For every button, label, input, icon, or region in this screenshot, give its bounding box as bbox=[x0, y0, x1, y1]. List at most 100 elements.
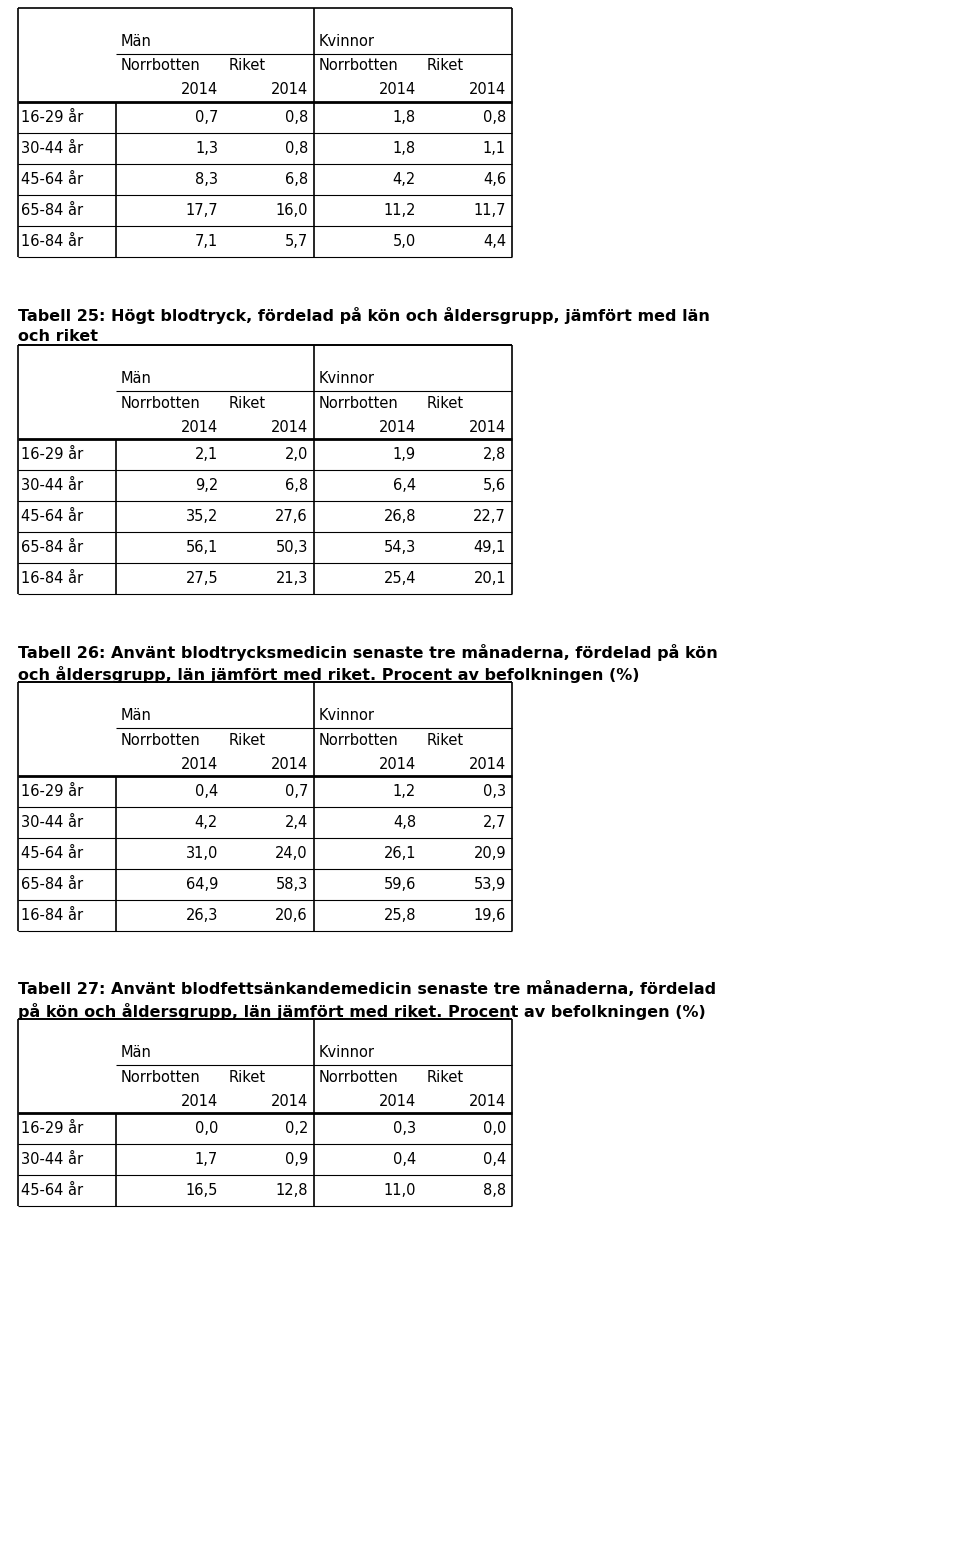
Text: Tabell 26: Använt blodtrycksmedicin senaste tre månaderna, fördelad på kön: Tabell 26: Använt blodtrycksmedicin sena… bbox=[18, 644, 718, 661]
Text: 16,5: 16,5 bbox=[185, 1183, 218, 1198]
Text: 16-29 år: 16-29 år bbox=[21, 1120, 84, 1136]
Text: 0,8: 0,8 bbox=[285, 110, 308, 124]
Text: 9,2: 9,2 bbox=[195, 478, 218, 493]
Text: 2014: 2014 bbox=[379, 82, 416, 98]
Text: 4,6: 4,6 bbox=[483, 173, 506, 187]
Text: 0,0: 0,0 bbox=[195, 1120, 218, 1136]
Text: 27,6: 27,6 bbox=[276, 509, 308, 524]
Text: 11,7: 11,7 bbox=[473, 202, 506, 218]
Text: 16,0: 16,0 bbox=[276, 202, 308, 218]
Text: 1,9: 1,9 bbox=[393, 447, 416, 462]
Text: 6,8: 6,8 bbox=[285, 173, 308, 187]
Text: 16-84 år: 16-84 år bbox=[21, 909, 84, 923]
Text: 21,3: 21,3 bbox=[276, 571, 308, 587]
Text: 2014: 2014 bbox=[468, 82, 506, 98]
Text: 0,0: 0,0 bbox=[483, 1120, 506, 1136]
Text: 2014: 2014 bbox=[468, 420, 506, 434]
Text: Riket: Riket bbox=[427, 733, 464, 747]
Text: 30-44 år: 30-44 år bbox=[21, 142, 84, 156]
Text: 26,3: 26,3 bbox=[185, 909, 218, 923]
Text: 17,7: 17,7 bbox=[185, 202, 218, 218]
Text: 65-84 år: 65-84 år bbox=[21, 202, 84, 218]
Text: 27,5: 27,5 bbox=[185, 571, 218, 587]
Text: Kvinnor: Kvinnor bbox=[319, 34, 375, 48]
Text: 0,3: 0,3 bbox=[393, 1120, 416, 1136]
Text: och åldersgrupp, län jämfört med riket. Procent av befolkningen (%): och åldersgrupp, län jämfört med riket. … bbox=[18, 666, 639, 683]
Text: 24,0: 24,0 bbox=[276, 846, 308, 860]
Text: 16-84 år: 16-84 år bbox=[21, 233, 84, 249]
Text: 0,2: 0,2 bbox=[284, 1120, 308, 1136]
Text: Norrbotten: Norrbotten bbox=[319, 733, 398, 747]
Text: 26,1: 26,1 bbox=[383, 846, 416, 860]
Text: 56,1: 56,1 bbox=[185, 540, 218, 555]
Text: 16-29 år: 16-29 år bbox=[21, 784, 84, 798]
Text: 1,8: 1,8 bbox=[393, 142, 416, 156]
Text: 0,7: 0,7 bbox=[284, 784, 308, 798]
Text: 8,8: 8,8 bbox=[483, 1183, 506, 1198]
Text: 2014: 2014 bbox=[468, 1094, 506, 1108]
Text: 2014: 2014 bbox=[379, 756, 416, 772]
Text: 2,1: 2,1 bbox=[195, 447, 218, 462]
Text: Riket: Riket bbox=[427, 395, 464, 411]
Text: 26,8: 26,8 bbox=[383, 509, 416, 524]
Text: 2014: 2014 bbox=[379, 1094, 416, 1108]
Text: 0,3: 0,3 bbox=[483, 784, 506, 798]
Text: 0,9: 0,9 bbox=[285, 1151, 308, 1167]
Text: Män: Män bbox=[121, 370, 152, 386]
Text: 45-64 år: 45-64 år bbox=[21, 846, 84, 860]
Text: Riket: Riket bbox=[229, 395, 266, 411]
Text: 6,8: 6,8 bbox=[285, 478, 308, 493]
Text: 16-29 år: 16-29 år bbox=[21, 447, 84, 462]
Text: 2014: 2014 bbox=[180, 1094, 218, 1108]
Text: Män: Män bbox=[121, 708, 152, 722]
Text: Tabell 27: Använt blodfettsänkandemedicin senaste tre månaderna, fördelad: Tabell 27: Använt blodfettsänkandemedici… bbox=[18, 980, 716, 997]
Text: 2014: 2014 bbox=[271, 756, 308, 772]
Text: och riket: och riket bbox=[18, 328, 98, 344]
Text: 2014: 2014 bbox=[271, 82, 308, 98]
Text: 12,8: 12,8 bbox=[276, 1183, 308, 1198]
Text: 16-84 år: 16-84 år bbox=[21, 571, 84, 587]
Text: 11,2: 11,2 bbox=[383, 202, 416, 218]
Text: 2,0: 2,0 bbox=[284, 447, 308, 462]
Text: 2014: 2014 bbox=[271, 1094, 308, 1108]
Text: 5,7: 5,7 bbox=[285, 233, 308, 249]
Text: Norrbotten: Norrbotten bbox=[121, 395, 201, 411]
Text: 20,6: 20,6 bbox=[276, 909, 308, 923]
Text: 35,2: 35,2 bbox=[185, 509, 218, 524]
Text: 0,4: 0,4 bbox=[483, 1151, 506, 1167]
Text: 0,8: 0,8 bbox=[285, 142, 308, 156]
Text: 45-64 år: 45-64 år bbox=[21, 509, 84, 524]
Text: 2014: 2014 bbox=[180, 420, 218, 434]
Text: 2,4: 2,4 bbox=[285, 815, 308, 829]
Text: 4,4: 4,4 bbox=[483, 233, 506, 249]
Text: 2,8: 2,8 bbox=[483, 447, 506, 462]
Text: 58,3: 58,3 bbox=[276, 878, 308, 892]
Text: 31,0: 31,0 bbox=[185, 846, 218, 860]
Text: 0,8: 0,8 bbox=[483, 110, 506, 124]
Text: Män: Män bbox=[121, 1044, 152, 1060]
Text: 2014: 2014 bbox=[180, 82, 218, 98]
Text: 0,4: 0,4 bbox=[393, 1151, 416, 1167]
Text: 30-44 år: 30-44 år bbox=[21, 478, 84, 493]
Text: Kvinnor: Kvinnor bbox=[319, 370, 375, 386]
Text: 1,1: 1,1 bbox=[483, 142, 506, 156]
Text: 45-64 år: 45-64 år bbox=[21, 1183, 84, 1198]
Text: Norrbotten: Norrbotten bbox=[319, 59, 398, 73]
Text: 19,6: 19,6 bbox=[473, 909, 506, 923]
Text: 7,1: 7,1 bbox=[195, 233, 218, 249]
Text: Riket: Riket bbox=[229, 59, 266, 73]
Text: Riket: Riket bbox=[229, 733, 266, 747]
Text: på kön och åldersgrupp, län jämfört med riket. Procent av befolkningen (%): på kön och åldersgrupp, län jämfört med … bbox=[18, 1004, 706, 1021]
Text: 2014: 2014 bbox=[271, 420, 308, 434]
Text: 1,7: 1,7 bbox=[195, 1151, 218, 1167]
Text: 2014: 2014 bbox=[180, 756, 218, 772]
Text: 5,0: 5,0 bbox=[393, 233, 416, 249]
Text: 11,0: 11,0 bbox=[383, 1183, 416, 1198]
Text: Kvinnor: Kvinnor bbox=[319, 708, 375, 722]
Text: 1,2: 1,2 bbox=[393, 784, 416, 798]
Text: Norrbotten: Norrbotten bbox=[121, 59, 201, 73]
Text: 2014: 2014 bbox=[468, 756, 506, 772]
Text: 4,8: 4,8 bbox=[393, 815, 416, 829]
Text: 25,8: 25,8 bbox=[383, 909, 416, 923]
Text: 59,6: 59,6 bbox=[384, 878, 416, 892]
